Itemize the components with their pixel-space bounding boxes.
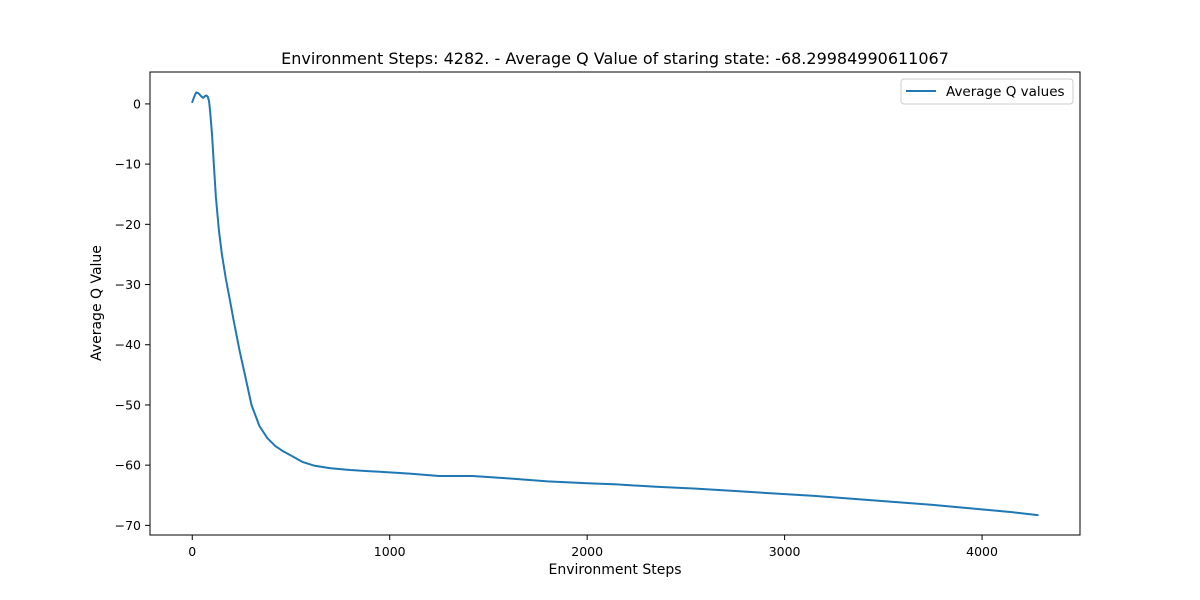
plot-area (191, 91, 1039, 517)
axes-frame (149, 71, 1081, 536)
y-tick-label: −30 (115, 277, 141, 292)
y-axis: 0 −10 −20 −30 −40 −50 −60 −70 (115, 96, 150, 533)
x-tick-label: 1000 (374, 544, 406, 559)
chart-title: Environment Steps: 4282. - Average Q Val… (281, 49, 949, 68)
y-tick-label: −70 (115, 518, 141, 533)
x-tick-label: 3000 (769, 544, 801, 559)
series-line-average-q-values (191, 91, 1039, 517)
y-tick-label: −20 (115, 217, 141, 232)
x-axis: 0 1000 2000 3000 4000 (188, 535, 998, 559)
y-tick-label: −50 (115, 397, 141, 412)
legend-label: Average Q values (946, 84, 1065, 100)
y-tick-label: −60 (115, 458, 141, 473)
x-axis-label: Environment Steps (548, 562, 681, 578)
x-tick-label: 2000 (571, 544, 603, 559)
y-tick-label: 0 (133, 96, 141, 111)
x-tick-label: 0 (188, 544, 196, 559)
y-axis-label: Average Q Value (89, 245, 105, 361)
y-tick-label: −10 (115, 157, 141, 172)
y-tick-label: −40 (115, 337, 141, 352)
x-tick-label: 4000 (966, 544, 998, 559)
legend: Average Q values (900, 78, 1074, 105)
legend-box (900, 78, 1074, 105)
